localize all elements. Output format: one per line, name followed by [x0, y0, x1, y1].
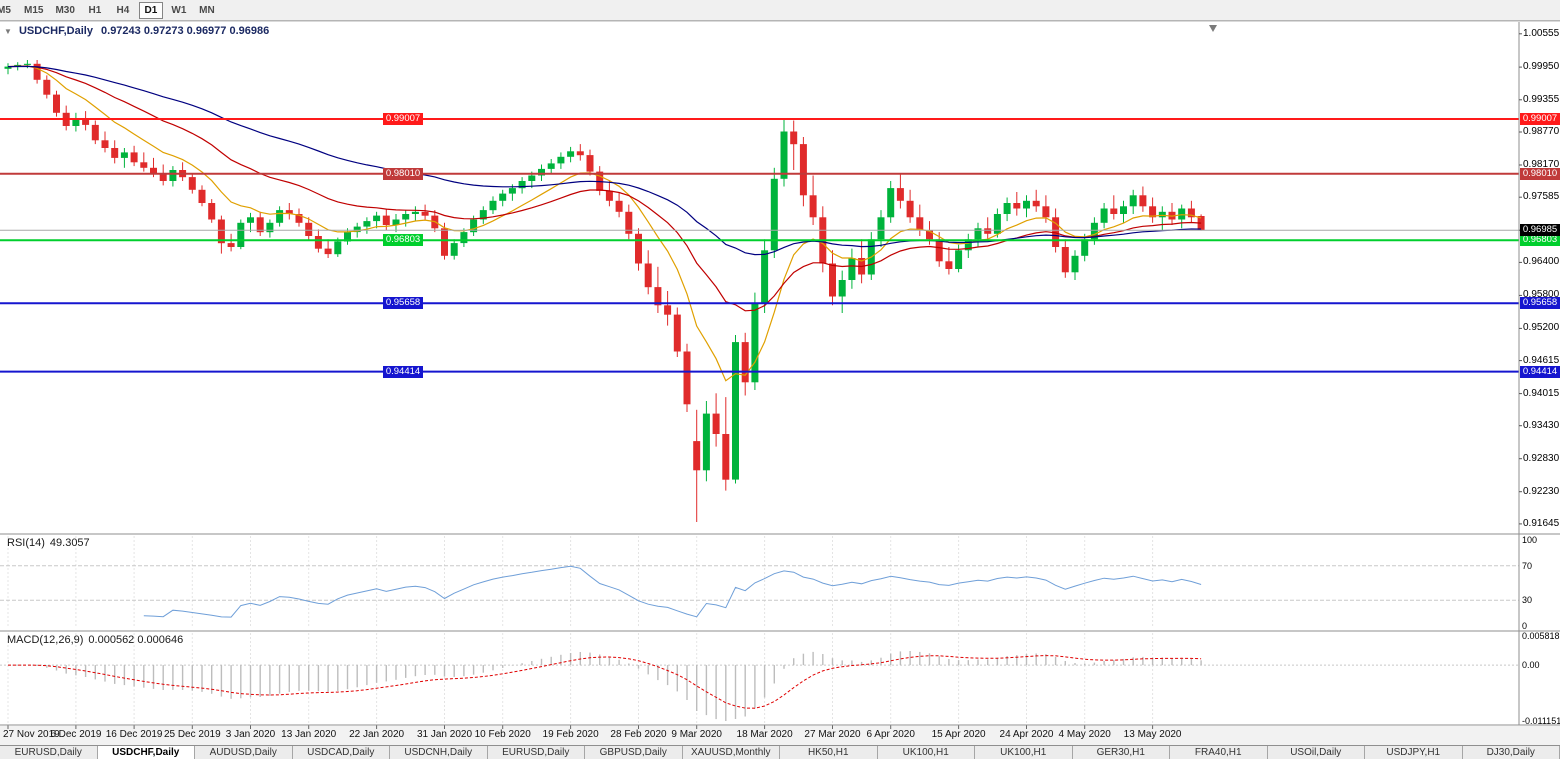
price-axis-label: 0.92230	[1523, 485, 1560, 497]
date-tick-label: 22 Jan 2020	[349, 729, 405, 740]
window-tab-dj30-daily[interactable]: DJ30,Daily	[1462, 746, 1560, 759]
window-tab-hk50-h1[interactable]: HK50,H1	[780, 746, 878, 759]
macd-axis-label: 0.00	[1522, 660, 1540, 671]
window-tab-uk100-h1[interactable]: UK100,H1	[975, 746, 1073, 759]
timeframe-button-m30[interactable]: M30	[55, 4, 75, 16]
price-axis-label: 0.95800	[1523, 289, 1560, 301]
time-axis-strip	[0, 726, 1560, 745]
macd-axis-label: -0.011151	[1522, 716, 1560, 726]
macd-histogram	[17, 651, 1202, 721]
rsi-axis-label: 100	[1522, 535, 1538, 545]
date-tick-label: 9 Mar 2020	[671, 729, 722, 740]
ma-mid	[7, 65, 1202, 312]
line-label-0.96803: 0.96803	[383, 234, 423, 247]
chart-shift-marker-icon[interactable]	[1209, 25, 1217, 32]
price-axis-label: 0.98770	[1523, 126, 1560, 137]
date-tick-label: 27 Nov 2019	[3, 729, 60, 740]
timeframe-button-m15[interactable]: M15	[24, 4, 44, 16]
rsi-axis-label: 70	[1522, 560, 1533, 571]
rsi-axis-label: 0	[1522, 621, 1528, 631]
rsi-label: RSI(14)	[7, 537, 45, 549]
macd-signal-line	[8, 655, 1202, 709]
line-label-0.94414: 0.94414	[383, 365, 423, 378]
price-axis-label: 0.97585	[1523, 191, 1560, 203]
window-tab-xauusd-monthly[interactable]: XAUUSD,Monthly	[682, 746, 780, 759]
price-axis-label: 0.95200	[1523, 322, 1560, 334]
date-tick-label: 18 Mar 2020	[736, 729, 793, 740]
current-price-badge: 0.96985	[1520, 224, 1560, 237]
date-tick-label: 25 Dec 2019	[163, 729, 221, 740]
date-tick-label: 15 Apr 2020	[931, 729, 986, 740]
timeframe-button-m5[interactable]: M5	[0, 4, 11, 16]
chart-title: ▼ USDCHF,Daily 0.97243 0.97273 0.96977 0…	[4, 25, 269, 37]
window-tab-eurusd-daily[interactable]: EURUSD,Daily	[0, 746, 98, 759]
date-tick-label: 27 Mar 2020	[804, 729, 861, 740]
macd-axis-label: 0.005818	[1522, 631, 1560, 641]
window-tab-usdchf-daily[interactable]: USDCHF,Daily	[97, 746, 195, 759]
price-axis-label: 0.92830	[1523, 452, 1560, 464]
price-line-badge-0.99007: 0.99007	[1520, 112, 1560, 125]
window-tab-usoil-daily[interactable]: USOil,Daily	[1267, 746, 1365, 759]
price-line-badge-0.96803: 0.96803	[1520, 234, 1560, 247]
window-tab-uk100-h1[interactable]: UK100,H1	[877, 746, 975, 759]
timeframe-button-mn[interactable]: MN	[199, 4, 215, 16]
window-tab-eurusd-daily[interactable]: EURUSD,Daily	[487, 746, 585, 759]
date-tick-label: 28 Feb 2020	[610, 729, 667, 740]
price-axis-label: 0.99355	[1523, 93, 1560, 105]
macd-label: MACD(12,26,9)	[7, 634, 84, 646]
price-line-badge-0.98010: 0.98010	[1520, 167, 1560, 180]
price-axis-label: 0.98170	[1523, 159, 1560, 170]
window-tab-fra40-h1[interactable]: FRA40,H1	[1170, 746, 1268, 759]
window-tab-audusd-daily[interactable]: AUDUSD,Daily	[195, 746, 293, 759]
date-tick-label: 13 May 2020	[1123, 729, 1182, 740]
date-tick-label: 24 Apr 2020	[999, 729, 1054, 740]
rsi-line	[143, 565, 1202, 618]
price-line-badge-0.94414: 0.94414	[1520, 365, 1560, 378]
price-axis-label: 0.94615	[1523, 354, 1560, 366]
rsi-panel-title: RSI(14) 49.3057	[7, 537, 95, 549]
window-tab-usdjpy-h1[interactable]: USDJPY,H1	[1365, 746, 1463, 759]
date-tick-label: 6 Apr 2020	[866, 729, 915, 740]
price-line-badge-0.95658: 0.95658	[1520, 297, 1560, 310]
date-tick-label: 3 Jan 2020	[225, 729, 276, 740]
timeframe-button-h4[interactable]: H4	[116, 4, 130, 16]
price-axis-label: 1.00555	[1523, 27, 1560, 39]
window-tab-gbpusd-daily[interactable]: GBPUSD,Daily	[585, 746, 683, 759]
ma-fast	[7, 65, 1202, 382]
rsi-axis-label: 30	[1522, 595, 1533, 606]
price-axis-label: 0.93430	[1523, 419, 1560, 431]
price-axis-label: 0.96400	[1523, 256, 1560, 268]
window-tab-ger30-h1[interactable]: GER30,H1	[1072, 746, 1170, 759]
ma-slow	[7, 65, 1202, 256]
one-click-trading-icon[interactable]: ▼	[4, 27, 12, 36]
date-tick-label: 16 Dec 2019	[105, 729, 163, 740]
rsi-value: 49.3057	[49, 537, 90, 549]
timeframe-button-d1[interactable]: D1	[138, 1, 163, 19]
line-label-0.99007: 0.99007	[383, 112, 423, 125]
macd-values: 0.000562 0.000646	[88, 634, 184, 646]
date-tick-label: 31 Jan 2020	[416, 729, 473, 740]
ohlc-values: 0.97243 0.97273 0.96977 0.96986	[101, 25, 270, 37]
timeframe-toolbar: M5 M15 M30 H1 H4 D1 W1 MN	[0, 0, 1560, 21]
timeframe-button-h1[interactable]: H1	[88, 4, 102, 16]
date-tick-label: 10 Feb 2020	[474, 729, 531, 740]
window-tab-usdcad-daily[interactable]: USDCAD,Daily	[292, 746, 390, 759]
date-tick-label: 6 Dec 2019	[50, 729, 102, 740]
price-axis-label: 0.91645	[1523, 517, 1560, 529]
macd-panel-title: MACD(12,26,9) 0.000562 0.000646	[7, 634, 188, 646]
price-axis-label: 0.94015	[1523, 387, 1560, 399]
price-axis-label: 0.99950	[1523, 61, 1560, 73]
date-tick-label: 19 Feb 2020	[542, 729, 599, 740]
timeframe-button-w1[interactable]: W1	[171, 4, 187, 16]
window-tab-bar: EURUSD,Daily USDCHF,Daily AUDUSD,Daily USDC…	[0, 745, 1560, 759]
line-label-0.95658: 0.95658	[383, 297, 423, 310]
symbol-title: USDCHF,Daily	[18, 25, 93, 37]
line-label-0.98010: 0.98010	[383, 167, 423, 180]
date-tick-label: 13 Jan 2020	[281, 729, 337, 740]
date-tick-label: 4 May 2020	[1058, 729, 1111, 740]
candlestick-series	[4, 60, 1205, 522]
window-tab-usdcnh-daily[interactable]: USDCNH,Daily	[390, 746, 488, 759]
